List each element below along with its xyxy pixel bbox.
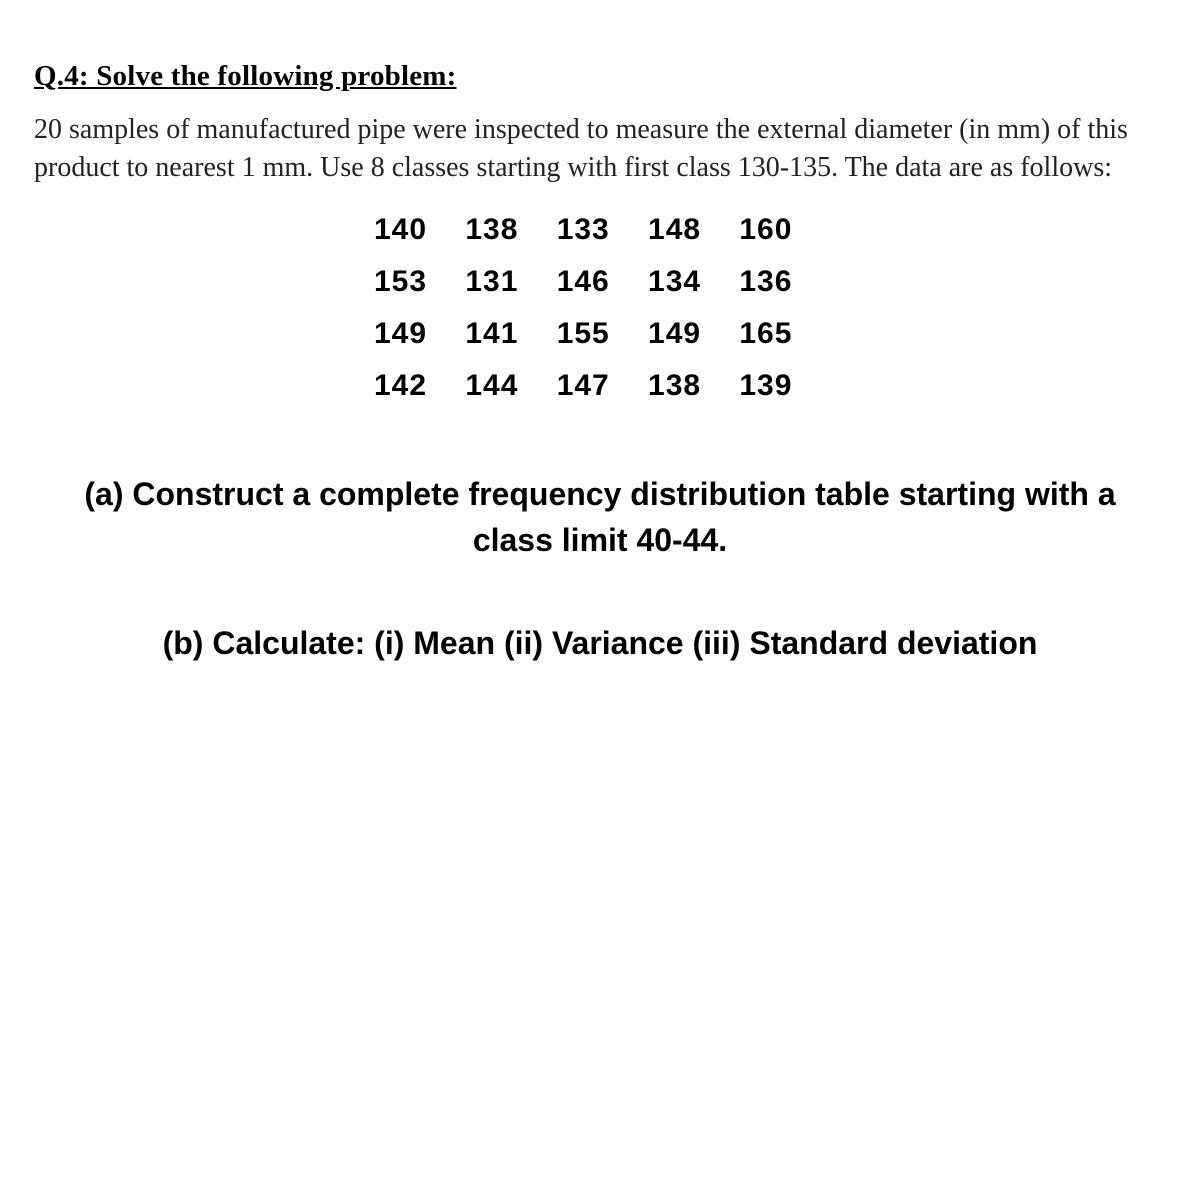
problem-page: Q.4: Solve the following problem: 20 sam… (0, 0, 1200, 662)
question-heading: Q.4: Solve the following problem: (34, 60, 1166, 93)
data-cell: 165 (739, 319, 821, 349)
data-cell: 142 (374, 371, 456, 401)
problem-description: 20 samples of manufactured pipe were ins… (34, 111, 1166, 187)
data-cell: 147 (557, 371, 639, 401)
data-cell: 139 (739, 371, 821, 401)
data-cell: 149 (374, 319, 456, 349)
data-cell: 134 (648, 267, 730, 297)
data-cell: 153 (374, 267, 456, 297)
data-cell: 133 (557, 215, 639, 245)
data-cell: 144 (465, 371, 547, 401)
data-cell: 155 (557, 319, 639, 349)
data-cell: 146 (557, 267, 639, 297)
data-table: 140 138 133 148 160 153 131 146 134 136 … (374, 215, 1166, 401)
data-cell: 160 (739, 215, 821, 245)
part-b-text: (b) Calculate: (i) Mean (ii) Variance (i… (54, 625, 1146, 662)
data-cell: 136 (739, 267, 821, 297)
data-row: 153 131 146 134 136 (374, 267, 1166, 297)
data-cell: 140 (374, 215, 456, 245)
part-a-text: (a) Construct a complete frequency distr… (54, 471, 1146, 564)
data-row: 140 138 133 148 160 (374, 215, 1166, 245)
data-cell: 148 (648, 215, 730, 245)
data-cell: 138 (648, 371, 730, 401)
data-cell: 138 (465, 215, 547, 245)
data-cell: 131 (465, 267, 547, 297)
data-cell: 141 (465, 319, 547, 349)
data-row: 142 144 147 138 139 (374, 371, 1166, 401)
data-row: 149 141 155 149 165 (374, 319, 1166, 349)
data-cell: 149 (648, 319, 730, 349)
